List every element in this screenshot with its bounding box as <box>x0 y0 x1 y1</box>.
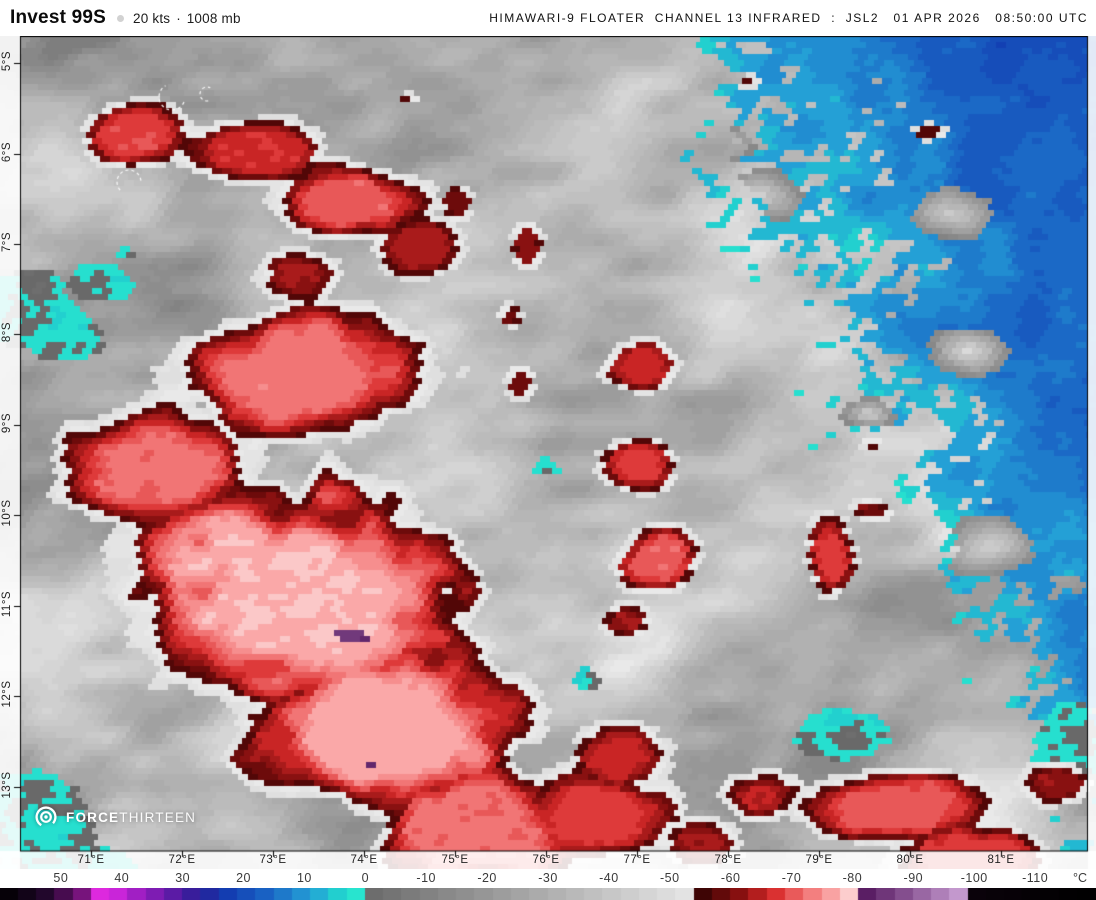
longitude-tick-label: 71°E <box>77 854 105 866</box>
temperature-tick-label: 0 <box>361 871 370 885</box>
latitude-tick-label: 9°S <box>1 412 13 434</box>
temperature-tick-label: -40 <box>599 871 619 885</box>
temperature-tick-label: -90 <box>903 871 924 885</box>
longitude-tick-label: 78°E <box>714 854 742 866</box>
middot-separator: · <box>176 10 181 26</box>
longitude-tick-label: 76°E <box>532 854 560 866</box>
longitude-tick-label: 73°E <box>259 854 287 866</box>
colorbar-tick-labels: °C 50 40 30 20 10 0 -10 -20 -30 -40 -50 -60 -70 -80 -9… <box>0 869 1096 888</box>
brand-force: FORCE <box>66 809 120 825</box>
latitude-tick-label: 13°S <box>1 771 13 799</box>
latitude-tick-label: 12°S <box>1 680 13 708</box>
latitude-tick-label: 5°S <box>1 50 13 72</box>
pressure-value: 1008 mb <box>186 10 241 26</box>
temperature-tick-label: -70 <box>781 871 802 885</box>
infrared-imagery-canvas <box>0 36 1096 869</box>
latitude-tick-label: 6°S <box>1 141 13 163</box>
temperature-tick-label: 40 <box>114 871 130 885</box>
longitude-tick-label: 79°E <box>805 854 833 866</box>
longitude-tick-label: 72°E <box>168 854 196 866</box>
longitude-tick-label: 75°E <box>441 854 469 866</box>
temperature-unit-label: °C <box>1073 871 1088 885</box>
latitude-tick-label: 8°S <box>1 321 13 343</box>
bullet-separator-icon <box>117 14 124 22</box>
latitude-tick-label: 11°S <box>1 590 13 618</box>
brand-text: FORCETHIRTEEN <box>66 810 196 825</box>
temperature-tick-label: -100 <box>960 871 988 885</box>
temperature-tick-label: 30 <box>175 871 191 885</box>
force-thirteen-logo: FORCETHIRTEEN <box>34 805 196 829</box>
satellite-map: 5°S 6°S 7°S 8°S 9°S 10°S 11°S 12°S 13°S 71°E 72°E… <box>0 36 1096 869</box>
longitude-tick-label: 74°E <box>350 854 378 866</box>
temperature-tick-label: -50 <box>659 871 680 885</box>
temperature-tick-label: -80 <box>842 871 863 885</box>
temperature-colorbar <box>0 888 1096 900</box>
longitude-tick-label: 81°E <box>987 854 1015 866</box>
temperature-tick-label: 20 <box>236 871 251 885</box>
temperature-tick-label: 10 <box>296 871 312 885</box>
longitude-tick-label: 77°E <box>623 854 651 866</box>
wind-speed: 20 kts <box>133 10 171 26</box>
longitude-tick-label: 80°E <box>896 854 924 866</box>
header-bar: Invest 99S 20 kts · 1008 mb HIMAWARI-9 F… <box>0 0 1096 36</box>
latitude-tick-label: 10°S <box>1 499 13 527</box>
temperature-tick-label: -30 <box>538 871 558 885</box>
temperature-tick-label: -10 <box>416 871 437 885</box>
temperature-tick-label: 50 <box>53 871 69 885</box>
product-title: HIMAWARI-9 FLOATER CHANNEL 13 INFRARED :… <box>489 11 1088 25</box>
latitude-tick-label: 7°S <box>1 231 13 253</box>
temperature-tick-label: -110 <box>1022 871 1049 885</box>
temperature-tick-label: -20 <box>477 871 497 885</box>
storm-info: Invest 99S 20 kts · 1008 mb <box>10 0 241 36</box>
brand-thirteen: THIRTEEN <box>119 809 197 825</box>
temperature-tick-label: -60 <box>720 871 741 885</box>
hurricane-swirl-icon <box>35 806 57 828</box>
storm-name: Invest 99S <box>10 7 106 28</box>
